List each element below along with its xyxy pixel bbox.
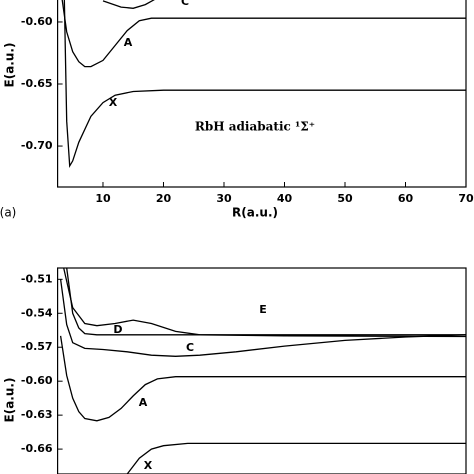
- x-tick-label: 30: [216, 192, 232, 205]
- curve-label: X: [109, 96, 118, 109]
- curve-label: A: [124, 36, 133, 49]
- frame: [56, 0, 467, 188]
- y-tick-label: -0.70: [21, 139, 53, 152]
- curve: [59, 335, 466, 422]
- curve: [102, 0, 155, 9]
- y-tick-label: -0.57: [21, 340, 53, 353]
- x-tick-label: 60: [398, 192, 414, 205]
- y-tick-label: -0.60: [21, 374, 53, 387]
- x-tick-label: 10: [95, 192, 111, 205]
- curve-label: C: [186, 341, 194, 354]
- x-tick-label: 40: [277, 192, 293, 205]
- x-axis-label: R(a.u.): [232, 206, 278, 220]
- y-tick-label: -0.54: [21, 306, 53, 319]
- y-tick-label: -0.66: [21, 442, 53, 455]
- y-tick-label: -0.65: [21, 77, 53, 90]
- y-axis-label: E(a.u.): [3, 43, 17, 88]
- panel-label: (a): [0, 206, 16, 220]
- curve-label: D: [113, 323, 122, 336]
- x-tick-label: 70: [458, 192, 474, 205]
- curve-label: E: [259, 303, 267, 316]
- curve: [59, 279, 466, 357]
- x-tick-label: 20: [156, 192, 172, 205]
- curve-label: X: [144, 459, 153, 472]
- plot-area: [59, 268, 466, 474]
- y-tick-label: -0.51: [21, 272, 53, 285]
- curve: [66, 268, 466, 336]
- annotation: RbH adiabatic ¹Σ⁺: [195, 120, 315, 134]
- frame: [56, 267, 467, 474]
- plot-area: [61, 0, 466, 169]
- y-tick-label: -0.63: [21, 408, 53, 421]
- curve-label: C: [181, 0, 189, 8]
- curve-label: A: [139, 396, 148, 409]
- y-axis-label: E(a.u.): [3, 378, 17, 423]
- curve: [63, 0, 466, 169]
- curve: [61, 0, 466, 68]
- y-tick-label: -0.60: [21, 15, 53, 28]
- curve: [126, 442, 466, 474]
- x-tick-label: 50: [337, 192, 353, 205]
